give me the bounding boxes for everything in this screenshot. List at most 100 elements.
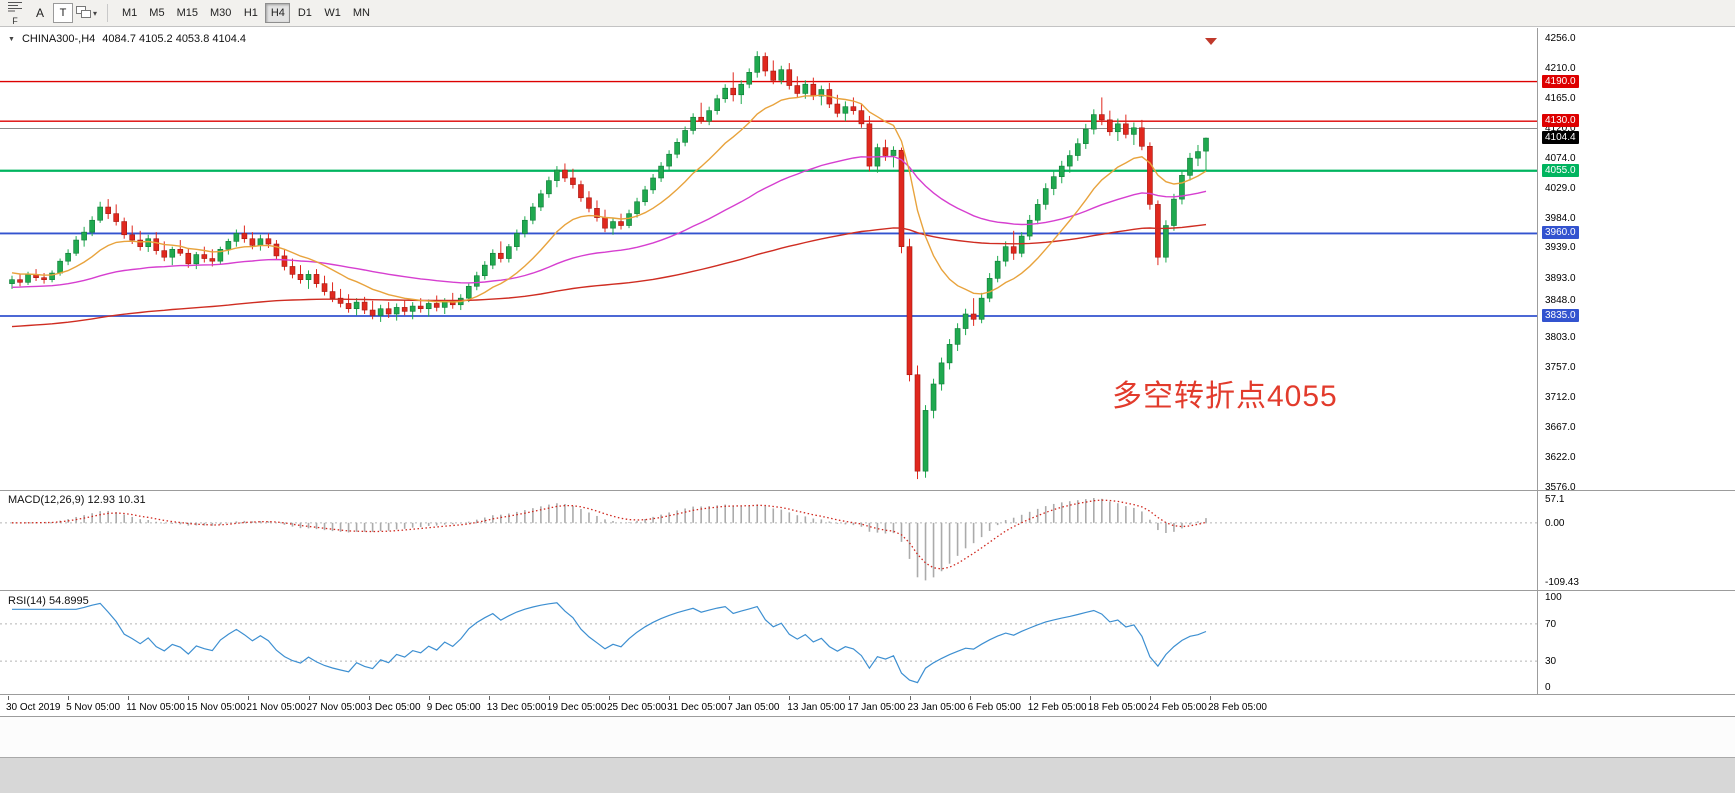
- candle: [145, 234, 152, 252]
- candle: [722, 84, 728, 103]
- candle: [498, 241, 504, 263]
- candle: [930, 378, 937, 419]
- macd-label: MACD(12,26,9) 12.93 10.31: [8, 494, 146, 506]
- candle: [225, 238, 232, 255]
- price-badge: 3960.0: [1542, 226, 1579, 240]
- time-tick: [969, 696, 971, 700]
- candle: [297, 265, 304, 284]
- annotation-a-button[interactable]: A: [29, 3, 51, 23]
- price-axis-label: 3712.0: [1545, 392, 1576, 404]
- arrange-windows-button[interactable]: ▾: [75, 3, 98, 23]
- rsi-axis-label: 70: [1545, 618, 1557, 630]
- rsi-axis: 100 70 30 0: [1538, 591, 1735, 694]
- candle: [690, 113, 696, 135]
- candle: [1123, 114, 1129, 139]
- candle: [425, 299, 432, 317]
- text-tool-button[interactable]: T: [53, 3, 73, 23]
- price-axis[interactable]: 4256.0 4210.0 4165.0 4120.0 4074.0 4029.0 3984…: [1538, 28, 1735, 493]
- toolbar-separator: [107, 4, 109, 22]
- candle: [1074, 138, 1081, 161]
- candle: [530, 203, 536, 225]
- candle: [217, 246, 224, 264]
- candle: [658, 162, 664, 182]
- time-tick: [1149, 696, 1151, 700]
- price-axis-label: 3757.0: [1545, 362, 1576, 374]
- rsi-axis-label: 30: [1545, 656, 1557, 668]
- panel-separator[interactable]: [0, 490, 1735, 491]
- time-axis-label: 6 Feb 05:00: [967, 702, 1021, 713]
- time-axis-label: 17 Jan 05:00: [847, 702, 906, 713]
- candle: [514, 229, 520, 251]
- timeframe-m5-button[interactable]: M5: [144, 3, 169, 23]
- candle: [1066, 150, 1073, 173]
- price-axis-label: 4165.0: [1545, 93, 1576, 105]
- timeframe-m1-button[interactable]: M1: [117, 3, 142, 23]
- time-tick: [488, 696, 490, 700]
- candle: [746, 68, 753, 89]
- candle: [938, 357, 945, 391]
- candle: [754, 51, 761, 78]
- rsi-panel[interactable]: [0, 591, 1537, 694]
- candle: [385, 302, 392, 318]
- candle: [866, 115, 873, 172]
- candle: [1163, 220, 1169, 263]
- candle: [369, 300, 376, 320]
- timeframe-mn-button[interactable]: MN: [348, 3, 375, 23]
- candle: [113, 204, 119, 226]
- panel-separator[interactable]: [0, 694, 1735, 695]
- candle: [17, 274, 23, 287]
- ohlc-values: 4084.7 4105.2 4053.8 4104.4: [102, 33, 247, 45]
- candle: [1107, 110, 1113, 136]
- timeframe-m15-button[interactable]: M15: [172, 3, 203, 23]
- time-axis-label: 28 Feb 05:00: [1208, 702, 1267, 713]
- candle: [906, 238, 913, 382]
- collapse-arrow-icon[interactable]: ▼: [8, 35, 15, 43]
- chart-shift-marker[interactable]: [1205, 38, 1217, 45]
- timeframe-h4-button[interactable]: H4: [265, 3, 291, 23]
- price-axis-label: 4210.0: [1545, 63, 1576, 75]
- chart-bars-icon[interactable]: [7, 0, 23, 16]
- price-chart[interactable]: [0, 28, 1537, 490]
- candle: [105, 199, 111, 219]
- macd-panel[interactable]: [0, 491, 1537, 590]
- windows-taskbar[interactable]: [0, 757, 1735, 793]
- timeframe-w1-button[interactable]: W1: [319, 3, 346, 23]
- rsi-line[interactable]: [12, 602, 1207, 684]
- timeframe-d1-button[interactable]: D1: [292, 3, 317, 23]
- timeframe-h1-button[interactable]: H1: [238, 3, 263, 23]
- macd-signal-line[interactable]: [11, 499, 1207, 570]
- candle: [97, 201, 103, 223]
- candle: [1058, 160, 1065, 184]
- price-axis-label: 4029.0: [1545, 182, 1576, 194]
- candle: [321, 275, 328, 296]
- macd-axis-max: 57.1: [1545, 494, 1565, 505]
- candle: [1050, 171, 1057, 196]
- candle: [970, 298, 977, 326]
- candle: [994, 255, 1001, 283]
- fast-ma-line[interactable]: [11, 94, 1207, 303]
- candle: [570, 168, 576, 189]
- candle: [1147, 142, 1153, 210]
- time-tick: [188, 696, 190, 700]
- candle: [1139, 119, 1145, 151]
- timeframe-m30-button[interactable]: M30: [205, 3, 236, 23]
- price-axis-label: 3893.0: [1545, 272, 1576, 284]
- candle: [546, 176, 552, 198]
- candle: [610, 217, 616, 235]
- time-tick: [609, 696, 610, 700]
- panel-separator[interactable]: [0, 590, 1735, 591]
- mid-ma-line[interactable]: [11, 155, 1207, 288]
- price-axis-label: 3622.0: [1545, 451, 1576, 463]
- time-tick: [849, 696, 851, 700]
- time-axis[interactable]: 30 Oct 2019 5 Nov 05:00 11 Nov 05:00 15 Nov…: [0, 695, 1735, 716]
- price-badge: 4130.0: [1542, 114, 1579, 128]
- time-axis-label: 5 Nov 05:00: [66, 702, 121, 713]
- long-ma-line[interactable]: [11, 223, 1207, 328]
- candle: [177, 240, 184, 256]
- candle: [506, 244, 512, 263]
- candle: [762, 52, 769, 77]
- candle: [289, 258, 296, 279]
- time-axis-label: 27 Nov 05:00: [306, 702, 367, 713]
- candle: [1195, 144, 1201, 167]
- candle: [842, 101, 849, 122]
